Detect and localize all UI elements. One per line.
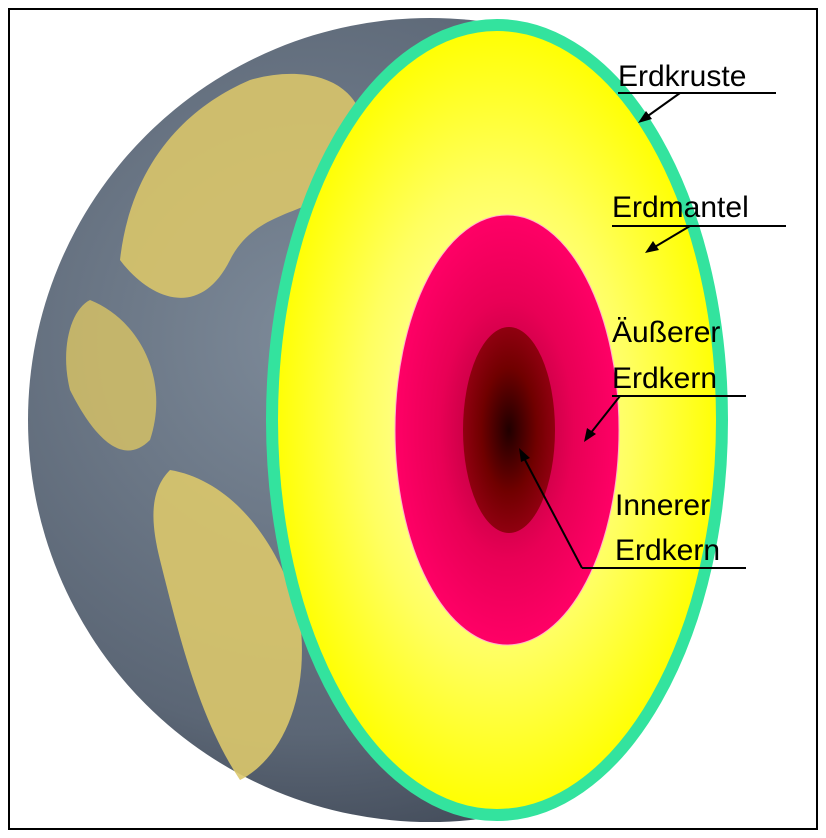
inner-core xyxy=(463,327,555,533)
frame xyxy=(8,8,818,830)
label-inner-core: Innerer Erdkern xyxy=(519,448,746,569)
label-text: Erdkern xyxy=(612,362,717,395)
arrowhead xyxy=(584,428,596,442)
pointer xyxy=(652,225,691,249)
label-text: Äußerer xyxy=(612,316,720,349)
arrowhead xyxy=(519,448,530,462)
pointer xyxy=(523,457,583,569)
label-outer-core: Äußerer Erdkern xyxy=(584,316,746,442)
arrowhead xyxy=(645,241,659,253)
label-crust: Erdkruste xyxy=(618,60,776,123)
pointer xyxy=(589,395,621,435)
label-text: Erdkern xyxy=(615,534,720,567)
label-text: Erdmantel xyxy=(612,191,749,224)
arrowhead xyxy=(638,111,652,123)
label-text: Innerer xyxy=(615,489,710,522)
pointer xyxy=(644,92,681,119)
label-text: Erdkruste xyxy=(618,60,746,93)
label-mantle: Erdmantel xyxy=(612,191,786,253)
